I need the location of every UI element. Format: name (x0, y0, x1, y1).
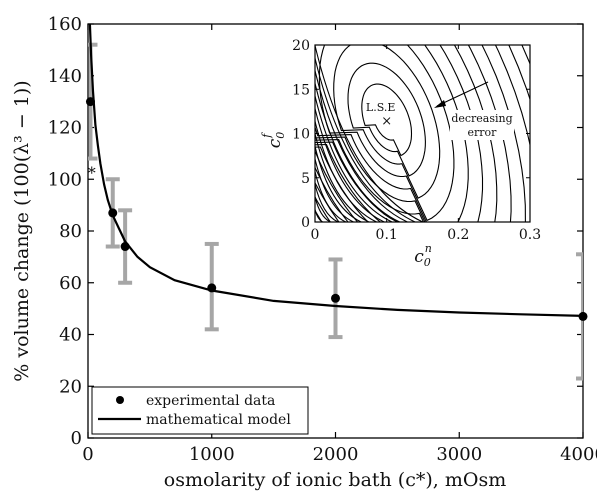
data-point (108, 208, 118, 218)
annotation-bg (450, 110, 514, 140)
annotation-text-1: decreasing (451, 112, 512, 125)
lse-label: L.S.E (366, 101, 395, 114)
inset-x-tick-label: 0.3 (519, 227, 541, 243)
y-tick-label: 0 (71, 428, 82, 449)
annotation-arrow (436, 81, 489, 107)
svg-text:c0n: c0n (414, 242, 432, 269)
contour-lines (315, 45, 530, 222)
contour-line (315, 45, 526, 222)
y-tick-label: 140 (48, 66, 82, 87)
legend-label-data: experimental data (146, 393, 275, 409)
contour-line (315, 45, 484, 222)
contour-line (315, 45, 512, 222)
inset-ticks: 0 0.1 0.2 0.3 0 5 10 15 20 (292, 38, 541, 243)
contour-line (315, 45, 424, 222)
contour-line (315, 146, 362, 222)
contour-line (315, 45, 498, 222)
svg-text:c0f: c0f (260, 132, 287, 149)
x-tick-label: 1000 (189, 444, 235, 465)
legend-box (91, 386, 309, 435)
contour-line (315, 133, 370, 222)
inset-y-tick-label: 20 (292, 38, 310, 54)
data-point (331, 293, 340, 303)
data-point (85, 97, 95, 107)
y-axis-label: % volume change (100(λ³ − 1)) (11, 80, 33, 381)
contour-line (315, 196, 331, 222)
y-tick-label: 40 (59, 325, 82, 346)
y-tick-label: 20 (59, 376, 82, 397)
data-point (578, 311, 588, 321)
legend: experimental data mathematical model (91, 386, 309, 435)
data-point (207, 283, 217, 293)
inset-x-tick-label: 0.1 (376, 227, 398, 243)
inset-y-label: c0f (260, 132, 287, 149)
y-tick-label: 160 (48, 14, 82, 35)
y-tick-label: 80 (59, 221, 82, 242)
y-tick-label: 100 (48, 169, 82, 190)
lse-minimum-marker: × (381, 114, 392, 129)
inset-y-tick-label: 0 (301, 215, 310, 231)
x-tick-label: 2000 (313, 444, 359, 465)
arrowhead-icon (434, 100, 446, 108)
inset-y-tick-label: 5 (301, 171, 310, 187)
legend-marker-data (116, 396, 124, 404)
contour-line (315, 58, 416, 222)
contour-line (315, 158, 354, 222)
inset-x-label: c0n (414, 242, 432, 269)
contour-line (315, 95, 393, 222)
inset-contour-plot: 0 0.1 0.2 0.3 0 5 10 15 20 × L.S.E decreasing er… (260, 38, 541, 269)
x-tick-label: 0 (82, 444, 93, 465)
contour-line (318, 45, 455, 222)
star-marker: * (88, 163, 96, 182)
model-curve (88, 24, 583, 317)
inset-y-tick-label: 15 (292, 82, 310, 98)
contour-line (315, 45, 469, 222)
contour-line (315, 83, 400, 222)
legend-label-model: mathematical model (146, 412, 291, 428)
contour-line (347, 62, 426, 177)
y-tick-label: 120 (48, 118, 82, 139)
contour-line (315, 70, 408, 222)
x-tick-label: 3000 (436, 444, 482, 465)
contour-line (361, 83, 413, 157)
data-point (120, 242, 130, 252)
data-points (85, 97, 588, 321)
inset-y-tick-label: 10 (292, 127, 310, 143)
contour-line (333, 45, 441, 199)
main-ticks: 01000200030004000020406080100120140160 (48, 14, 597, 465)
inset-x-tick-label: 0 (311, 227, 320, 243)
contour-line (315, 121, 377, 222)
x-axis-label: osmolarity of ionic bath (c*), mOsm (164, 469, 506, 491)
inset-x-tick-label: 0.2 (447, 227, 469, 243)
annotation-text-2: error (468, 126, 498, 139)
y-tick-label: 60 (59, 273, 82, 294)
contour-line (315, 184, 339, 222)
contour-line (315, 45, 530, 222)
contour-line (315, 108, 385, 222)
decreasing-error-annotation: decreasing error (434, 81, 514, 140)
